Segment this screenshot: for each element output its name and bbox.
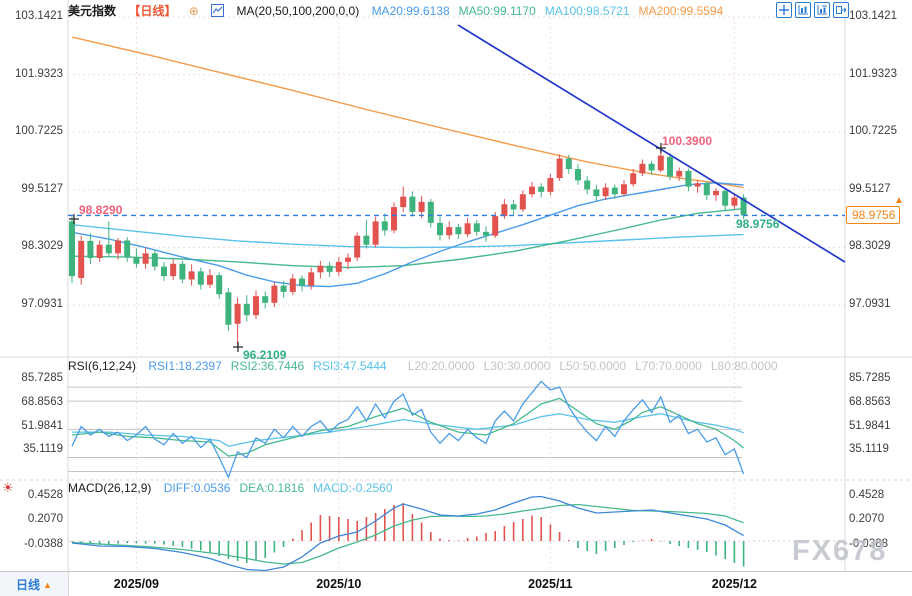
period-selector[interactable]: 日线 ▲ xyxy=(0,572,69,596)
chart-toolbar xyxy=(776,2,849,18)
low-price-label: 96.2109 xyxy=(243,348,287,362)
time-tick-label: 2025/10 xyxy=(316,577,362,591)
rsi-title[interactable]: RSI(6,12,24) xyxy=(68,359,137,373)
move-icon[interactable] xyxy=(776,2,792,18)
axis-label: 85.7285 xyxy=(849,372,891,384)
axis-label: 0.2070 xyxy=(27,513,63,526)
legend-item: L20:20.0000 xyxy=(407,359,475,373)
fit-x-axis-icon[interactable] xyxy=(814,2,830,18)
legend-item: DIFF:0.0536 xyxy=(163,481,231,495)
main-chart-header: 美元指数 【日线】 ⊕ MA(20,50,100,200,0,0) MA20:9… xyxy=(68,2,741,20)
legend-item: L80:80.0000 xyxy=(710,359,778,373)
time-tick-label: 2025/12 xyxy=(711,577,757,591)
ma-legend: MA20:99.6138 MA50:99.1170 MA100:98.5721 MA2… xyxy=(372,4,733,18)
period-up-triangle-icon: ▲ xyxy=(43,579,52,590)
symbol-name: 美元指数 xyxy=(68,4,117,18)
axis-label: 0.2070 xyxy=(849,513,885,526)
legend-item: RSI2:36.7446 xyxy=(230,359,305,373)
axis-label: -0.0388 xyxy=(849,537,889,550)
legend-item: L50:50.0000 xyxy=(559,359,627,373)
axis-label: 35.1119 xyxy=(849,443,889,456)
macd-legend: DIFF:0.0536 DEA:0.1816 MACD:-0.2560 xyxy=(164,481,402,495)
axis-label: 99.5127 xyxy=(21,182,63,195)
macd-header: MACD(26,12,9) DIFF:0.0536 DEA:0.1816 MACD:… xyxy=(68,481,411,495)
macd-title[interactable]: MACD(26,12,9) xyxy=(68,481,152,495)
axis-label: 0.4528 xyxy=(849,488,885,501)
period-label: 日线 xyxy=(16,578,41,592)
watermark: FX678 xyxy=(792,535,888,567)
rsi-legend: RSI1:18.2397 RSI2:36.7446 RSI3:47.5444 xyxy=(148,359,395,373)
jump-to-latest-icon[interactable] xyxy=(833,2,849,18)
period-tag[interactable]: 【日线】 xyxy=(128,4,177,18)
legend-item: MA20:99.6138 xyxy=(371,4,450,18)
axis-label: 100.7225 xyxy=(849,125,897,138)
time-axis-bar: 日线 ▲ 2025/09 2025/10 2025/11 2025/12 xyxy=(0,571,912,596)
axis-label: 97.0931 xyxy=(849,298,891,311)
axis-label: 98.3029 xyxy=(849,240,891,253)
ma-settings[interactable]: MA(20,50,100,200,0,0) xyxy=(236,4,360,18)
axis-label: -0.0388 xyxy=(23,537,63,550)
axis-label: 68.8563 xyxy=(849,395,891,408)
rsi-levels: L20:20.0000 L30:30.0000 L50:50.0000 L70:70.… xyxy=(408,359,787,373)
up-triangle-icon: ▲ xyxy=(894,195,904,206)
time-tick-label: 2025/09 xyxy=(113,577,159,591)
axis-label: 97.0931 xyxy=(21,298,63,311)
legend-item: L30:30.0000 xyxy=(483,359,551,373)
legend-item: MA100:98.5721 xyxy=(544,4,630,18)
mini-chart-icon[interactable] xyxy=(211,4,225,20)
axis-label: 101.9323 xyxy=(15,67,63,80)
axis-label: 101.9323 xyxy=(849,67,897,80)
legend-item: RSI1:18.2397 xyxy=(148,359,222,373)
legend-item: MA200:99.5594 xyxy=(638,4,724,18)
legend-item: MA50:99.1170 xyxy=(458,4,536,18)
legend-item: DEA:0.1816 xyxy=(239,481,305,495)
axis-label: 51.9841 xyxy=(849,419,891,432)
axis-label: 68.8563 xyxy=(21,395,63,408)
axis-label: 98.3029 xyxy=(21,240,63,253)
legend-item: L70:70.0000 xyxy=(635,359,702,373)
axis-label: 85.7285 xyxy=(21,372,63,384)
legend-item: RSI3:47.5444 xyxy=(313,359,387,373)
legend-item: MACD:-0.2560 xyxy=(313,481,393,495)
axis-label: 99.5127 xyxy=(849,182,891,195)
axis-label: 103.1421 xyxy=(15,10,63,22)
time-tick-label: 2025/11 xyxy=(528,577,573,591)
circled-plus-icon[interactable]: ⊕ xyxy=(188,4,199,18)
hline-price-label: 98.8290 xyxy=(79,203,123,217)
current-price-badge[interactable]: 98.9756 xyxy=(846,206,901,224)
axis-label: 51.9841 xyxy=(21,419,63,432)
axis-label: 100.7225 xyxy=(15,125,63,138)
rsi-header: RSI(6,12,24) RSI1:18.2397 RSI2:36.7446 RSI… xyxy=(68,359,796,373)
axis-label: 0.4528 xyxy=(27,488,63,501)
high-price-label: 100.3900 xyxy=(662,134,713,148)
axis-label: 35.1119 xyxy=(23,443,63,456)
sun-icon[interactable]: ☀ xyxy=(2,480,14,495)
close-price-label: 98.9756 xyxy=(736,217,780,231)
fit-y-axis-icon[interactable] xyxy=(795,2,811,18)
axis-label: 103.1421 xyxy=(849,10,897,22)
